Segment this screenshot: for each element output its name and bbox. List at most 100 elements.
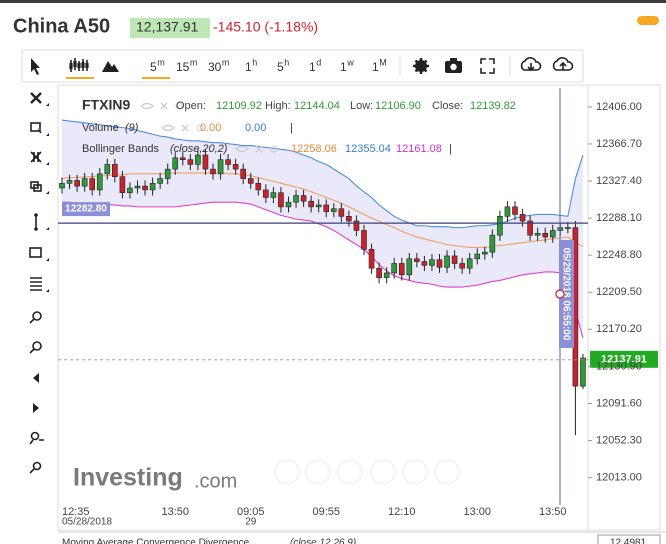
legend-icons [161, 124, 189, 132]
download[interactable] [520, 57, 542, 72]
candle-body [315, 204, 322, 208]
toggle[interactable] [637, 16, 659, 25]
candle-body [376, 267, 382, 278]
nav-button[interactable] [305, 459, 331, 485]
y-tick-label: 12170.20 [596, 323, 642, 335]
toolbar-icons [31, 56, 574, 79]
candles-tool[interactable] [69, 58, 89, 72]
interval-number: 1 [372, 60, 379, 74]
candle-body [149, 182, 156, 191]
candle-body [66, 180, 73, 184]
nav-button[interactable] [434, 459, 460, 485]
candle-body [580, 357, 586, 387]
overlay: 12282.80 05/29/2018 06:55:00 12137.91 Inves… [58, 88, 661, 544]
y-tick-label: 12406.00 [596, 101, 642, 113]
tool[interactable] [30, 122, 42, 133]
tool[interactable] [34, 213, 38, 231]
interval-unit: h [252, 57, 257, 67]
interval-number: 1 [340, 60, 347, 74]
upload[interactable] [552, 57, 574, 71]
y-tick-label: 12052.30 [596, 434, 642, 446]
candle-body [414, 258, 420, 262]
candle-body [270, 192, 277, 198]
tool[interactable] [29, 247, 42, 258]
candle-body [308, 200, 314, 208]
tool[interactable] [30, 151, 42, 163]
tool[interactable] [29, 311, 42, 324]
macd-params: (close,12,26,9) [290, 538, 356, 544]
candle-body [383, 272, 390, 278]
interval-unit: M [379, 57, 387, 67]
y-tick-label: 12091.60 [596, 397, 642, 409]
nav-button[interactable] [337, 459, 363, 485]
y-axis-panel [587, 84, 661, 531]
bb-value: 12355.04 [345, 143, 391, 155]
fullscreen[interactable] [480, 58, 495, 74]
candle-body [59, 182, 65, 189]
settings[interactable] [413, 58, 429, 74]
candle-body [157, 178, 163, 184]
bb-value: 12161.08 [396, 143, 442, 155]
crosshair-time: 05/29/2018 06:55:00 [560, 248, 571, 341]
interval-unit: d [316, 57, 321, 67]
macd-name: Moving Average Convergence Divergence [62, 538, 250, 544]
candle-body [466, 258, 473, 269]
candle-body [134, 185, 141, 189]
interval-unit: m [157, 57, 165, 67]
tool[interactable] [33, 373, 39, 383]
watermark: Investing [73, 464, 183, 492]
candle-body [436, 259, 443, 268]
tool[interactable] [33, 403, 39, 413]
candle-body [195, 154, 201, 165]
candle-body [504, 206, 511, 217]
candle-body [81, 178, 88, 187]
last-price-label: 12137.91 [601, 354, 647, 366]
candle-body [421, 261, 428, 266]
interval-number: 15 [176, 60, 190, 74]
crosshair-price: 12282.80 [65, 204, 107, 215]
candle-body [481, 251, 488, 255]
tool[interactable] [29, 461, 42, 474]
candle-body [534, 232, 541, 236]
nav-button[interactable] [402, 459, 428, 485]
candle-body [474, 253, 481, 260]
candle-body [300, 195, 307, 202]
candle-body [330, 208, 337, 212]
tool[interactable] [29, 341, 42, 354]
crosshair-time-box [559, 240, 574, 348]
close-tool[interactable] [30, 92, 42, 104]
band-fill [62, 120, 583, 338]
candle-body [210, 168, 216, 175]
nav-button[interactable] [274, 459, 300, 485]
candle-body [96, 173, 103, 191]
tool[interactable] [30, 181, 42, 192]
candle-body [391, 263, 398, 274]
candle-body [202, 154, 209, 170]
last-price-box [590, 350, 658, 368]
volume-value: 0.00 [200, 122, 221, 134]
x-date-label: 05/28/2018 [62, 517, 112, 528]
nav-button[interactable] [370, 459, 396, 485]
ohlc-label: Open: [176, 100, 206, 112]
interval-number: 1 [245, 60, 252, 74]
ohlc-value: 12109.92 [216, 100, 262, 112]
cursor-tool[interactable] [31, 58, 40, 75]
camera[interactable] [445, 58, 462, 73]
tool[interactable] [30, 277, 42, 291]
legend-icons [270, 145, 278, 153]
interval-number: 5 [150, 60, 157, 74]
ohlc-value: 12144.04 [294, 100, 340, 112]
tool[interactable] [29, 431, 44, 445]
x-tick-label: 12:10 [388, 506, 416, 518]
left-toolbar [29, 92, 44, 474]
area-tool[interactable] [102, 61, 119, 72]
candle-body [459, 263, 465, 269]
interval-number: 1 [309, 60, 316, 74]
y-tick-label: 12327.40 [596, 175, 642, 187]
candle-body [255, 182, 262, 191]
candle-body [142, 185, 148, 191]
candle-body [232, 164, 239, 170]
interval-unit: h [284, 57, 289, 67]
x-tick-label: 13:50 [539, 506, 567, 518]
price: 12,137.91 [136, 19, 198, 35]
